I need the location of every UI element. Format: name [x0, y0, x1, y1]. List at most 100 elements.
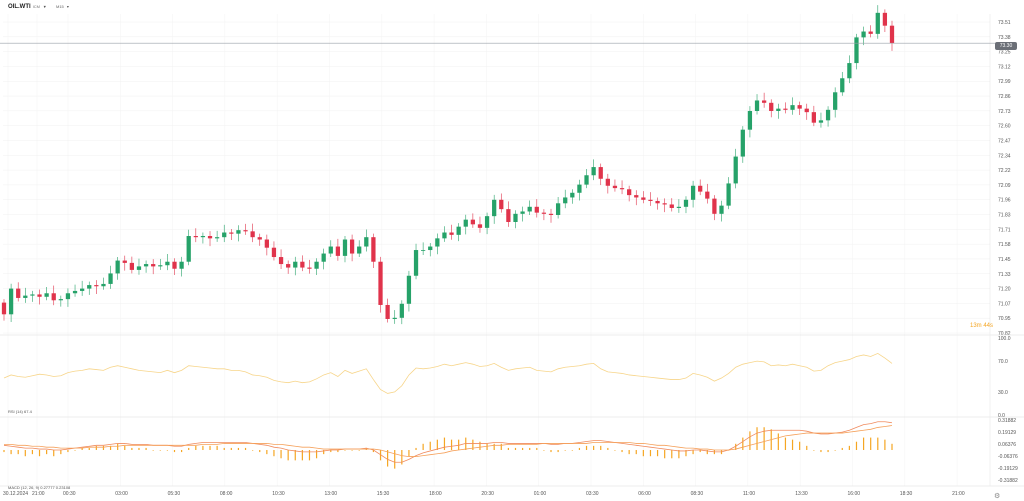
candle-body	[435, 238, 440, 247]
candle-body	[357, 246, 362, 254]
candle-body	[179, 261, 184, 269]
candle-body	[591, 167, 596, 176]
macd-histogram-bar	[884, 439, 886, 450]
macd-histogram-bar	[891, 443, 893, 450]
time-tick-label: 06:00	[638, 491, 651, 497]
price-tick-label: 72.34	[998, 153, 1011, 159]
candle-body	[399, 303, 404, 318]
time-tick-label: 18:00	[429, 491, 442, 497]
candle-body	[143, 264, 149, 267]
macd-histogram-bar	[678, 450, 680, 459]
rsi-line	[3, 352, 893, 394]
timeframe-selector[interactable]: M15 ▾	[56, 4, 69, 9]
macd-histogram-bar	[529, 447, 531, 450]
gear-icon[interactable]: ⚙	[994, 493, 1001, 500]
macd-histogram-bar	[308, 450, 311, 461]
candle-body	[72, 290, 78, 294]
macd-histogram-bar	[671, 450, 673, 459]
candle-body	[605, 178, 610, 186]
macd-histogram-bar	[735, 443, 737, 450]
macd-histogram-bar	[685, 450, 687, 457]
candlestick-series	[1, 5, 895, 325]
macd-legend: MACD (12, 26, 9) 0.27777 0.23108	[8, 485, 71, 490]
candle-body	[825, 109, 831, 121]
macd-histogram-bar	[550, 450, 552, 453]
macd-histogram-bar	[791, 439, 794, 450]
macd-histogram-bar	[81, 447, 83, 450]
macd-histogram-bar	[152, 450, 154, 451]
chevron-down-icon[interactable]: ▾	[66, 4, 69, 9]
price-tick-label: 71.33	[998, 272, 1011, 278]
chevron-down-icon[interactable]: ▾	[43, 4, 46, 9]
macd-histogram-bar	[415, 447, 417, 450]
candle-body	[570, 192, 575, 198]
macd-histogram-bar	[344, 450, 346, 451]
candle-body	[577, 184, 582, 193]
candle-body	[214, 237, 220, 239]
price-tick-label: 72.99	[998, 79, 1011, 85]
chart-toolbar: OIL.WTI ICM ▾ M15 ▾	[0, 0, 990, 16]
macd-histogram-bar	[521, 447, 524, 450]
macd-tick-label: 0.31882	[998, 418, 1016, 424]
candle-body	[293, 261, 298, 268]
macd-histogram-bar	[777, 433, 779, 450]
candle-body	[854, 37, 859, 64]
candle-body	[634, 195, 639, 198]
price-tick-label: 70.95	[998, 316, 1011, 322]
candle-body	[342, 239, 348, 256]
macd-histogram-bar	[585, 445, 588, 450]
candle-body	[875, 12, 880, 34]
macd-histogram-bar	[195, 445, 197, 450]
price-tick-label: 73.38	[998, 35, 1011, 41]
macd-histogram-bar	[337, 450, 339, 453]
candle-body	[627, 189, 632, 196]
macd-histogram-bar	[749, 431, 751, 450]
macd-histogram-bar	[60, 450, 62, 455]
macd-histogram-bar	[95, 445, 97, 450]
macd-tick-label: -0.19129	[998, 466, 1018, 472]
candle-body	[861, 31, 866, 38]
candle-body	[264, 239, 269, 248]
macd-histogram-bar	[564, 450, 566, 451]
price-tick-label: 72.86	[998, 94, 1011, 100]
candle-body	[51, 293, 56, 301]
candle-body	[87, 285, 92, 289]
macd-histogram-bar	[834, 450, 836, 451]
macd-histogram-bar	[102, 445, 105, 450]
price-tick-label: 73.25	[998, 50, 1011, 56]
candle-body	[172, 261, 177, 269]
macd-histogram-bar	[479, 441, 481, 450]
candle-body	[747, 110, 753, 130]
price-tick-label: 71.71	[998, 227, 1011, 233]
candle-body	[392, 317, 397, 319]
candle-body	[186, 236, 191, 262]
candle-body	[65, 293, 71, 300]
macd-histogram-bar	[188, 447, 190, 450]
candle-body	[733, 156, 738, 184]
candle-body	[598, 167, 603, 179]
macd-histogram-bar	[408, 450, 410, 457]
candle-body	[690, 185, 696, 200]
macd-histogram-bar	[358, 450, 360, 451]
symbol-source: ICM	[32, 4, 41, 9]
candle-body	[449, 232, 454, 235]
macd-histogram-bar	[10, 450, 12, 455]
symbol-selector[interactable]: OIL.WTI ICM ▾	[8, 4, 46, 10]
candle-body	[655, 200, 660, 204]
macd-histogram-bar	[756, 427, 758, 450]
macd-histogram-bar	[642, 450, 644, 457]
macd-histogram-bar	[237, 447, 240, 450]
candle-body	[101, 283, 106, 287]
macd-histogram-bar	[159, 450, 161, 451]
candle-body	[492, 199, 497, 217]
candle-body	[115, 260, 120, 274]
rsi-tick-label: 70.0	[998, 359, 1008, 365]
candle-body	[740, 129, 745, 157]
macd-histogram-bar	[500, 443, 502, 450]
macd-histogram-bar	[323, 450, 325, 455]
timeframe-label: M15	[56, 4, 64, 9]
candle-body	[477, 224, 483, 228]
candle-body	[676, 206, 682, 208]
macd-histogram-bar	[649, 450, 652, 457]
